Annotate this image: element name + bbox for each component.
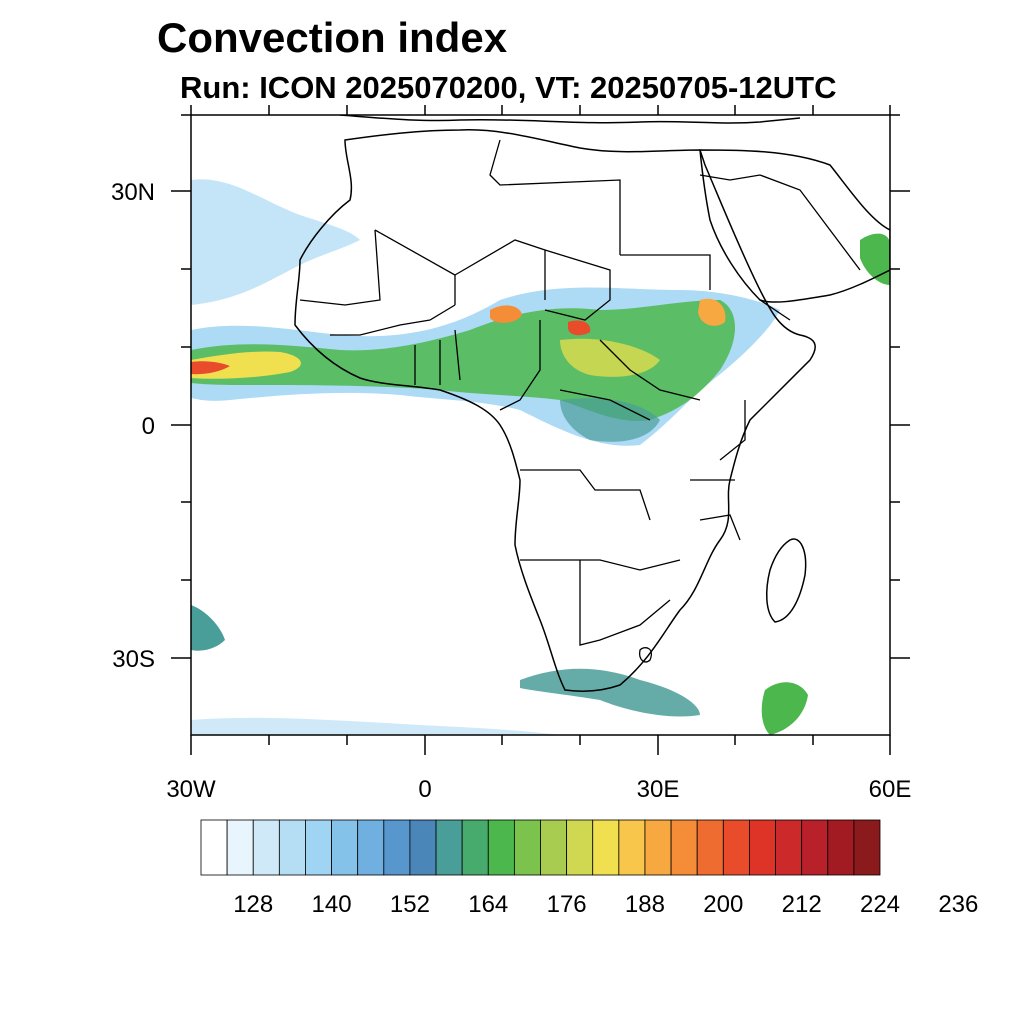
field-south-atlantic [191,605,225,651]
lon-label-30e: 30E [637,776,680,803]
colorbar-swatch [827,819,855,876]
field-band-green [191,300,735,421]
colorbar-label: 140 [312,891,352,918]
lat-label-0: 0 [142,413,155,440]
colorbar-swatch [775,819,803,876]
colorbar-swatch [540,819,568,876]
colorbar-swatch [566,819,594,876]
country-borders [299,139,861,663]
colorbar-label: 200 [703,891,743,918]
field-band-red [191,361,230,375]
colorbar-swatch [487,819,515,876]
coastline-arabia [699,149,890,303]
colorbar-swatch [513,819,541,876]
colorbar-swatch [226,819,254,876]
colorbar-label: 164 [468,891,508,918]
convection-field [191,179,890,735]
colorbar-swatch [592,819,620,876]
field-congo [560,398,660,442]
chart-subtitle: Run: ICON 2025070200, VT: 20250705-12UTC [180,70,837,105]
lat-label-30s: 30S [112,646,155,673]
colorbar-swatch [618,819,646,876]
colorbar-swatch [853,819,881,876]
colorbar-swatch [696,819,724,876]
lon-label-60e: 60E [869,776,912,803]
lat-ticks [171,114,910,659]
lon-label-0: 0 [418,776,431,803]
chart-title: Convection index [157,14,508,61]
colorbar-swatch [383,819,411,876]
colorbar-label: 212 [782,891,822,918]
colorbar-label: 152 [390,891,430,918]
field-east-yellow [560,338,660,377]
field-hotspot-3 [698,298,726,326]
lon-ticks [190,105,891,755]
colorbar-swatch [357,819,385,876]
lat-label-30n: 30N [111,179,155,206]
coastline-madagascar [765,538,807,623]
colorbar-swatch [644,819,672,876]
colorbar-labels: 128 140 152 164 176 188 200 212 224 236 [233,891,978,918]
field-band-yellow [191,351,301,379]
colorbar-label: 236 [938,891,978,918]
colorbar-swatch [305,819,332,876]
colorbar-label: 128 [233,891,273,918]
coastline-iberia-med [339,115,801,124]
lon-label-30w: 30W [166,776,216,803]
colorbar-swatch [200,819,228,876]
colorbar-swatch [278,819,306,876]
colorbar-swatch [435,819,463,876]
colorbar-label: 176 [547,891,587,918]
colorbar-swatch [670,819,698,876]
field-south-africa [520,668,700,717]
coastlines [294,115,890,692]
field-south-haze [191,717,560,735]
field-madagascar-south [761,682,808,735]
colorbar-label: 188 [625,891,665,918]
colorbar-swatch [722,819,750,876]
colorbar-label: 224 [860,891,900,918]
map-frame [190,114,891,736]
colorbar-swatch [409,819,437,876]
field-hotspot-1 [490,305,522,323]
colorbar-swatch [461,819,489,876]
colorbar-swatch [749,819,776,876]
colorbar [200,819,881,876]
colorbar-swatch [801,819,829,876]
field-arabia-east [860,233,890,285]
colorbar-swatch [252,819,280,876]
field-hotspot-2 [568,320,591,336]
coastline-africa [294,129,816,692]
colorbar-swatch [331,819,359,876]
field-atlantic-north [191,179,360,305]
